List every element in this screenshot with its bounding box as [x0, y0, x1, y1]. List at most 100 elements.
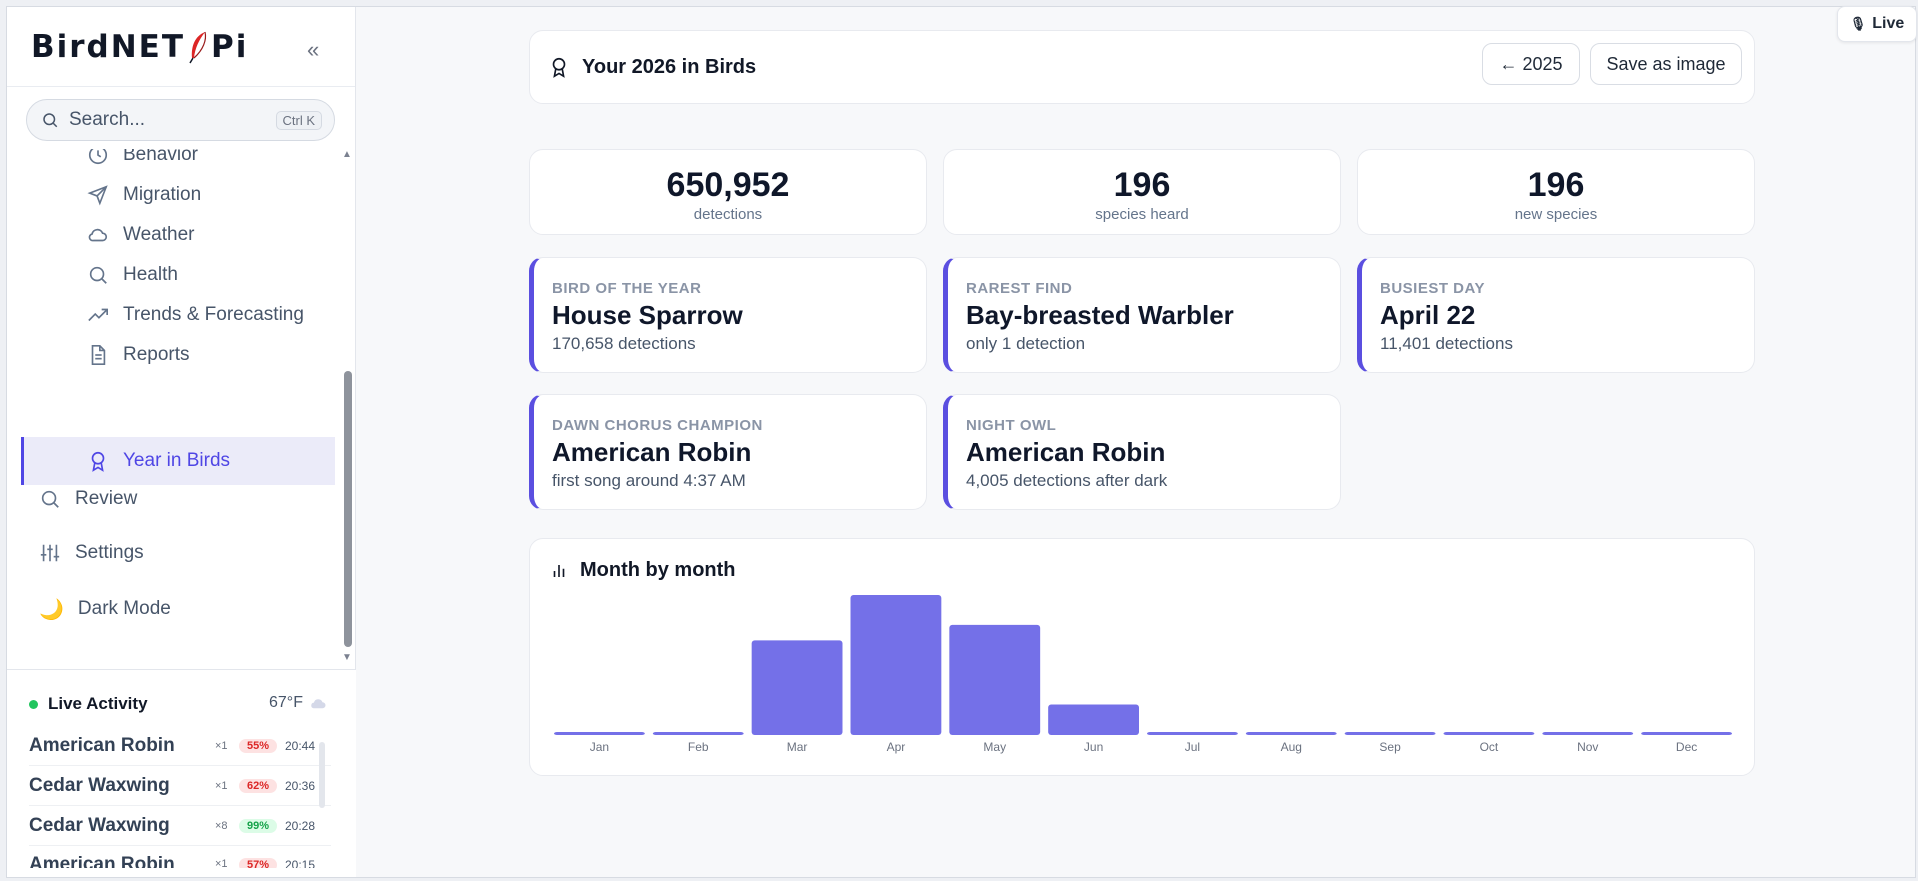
scroll-down-icon[interactable]: ▼ [342, 652, 352, 663]
tick-label-jul: Jul [1185, 740, 1200, 754]
highlight-caption: BIRD OF THE YEAR [552, 280, 702, 297]
activity-time: 20:36 [285, 778, 316, 793]
sidebar-item-label: Dark Mode [77, 598, 171, 619]
collapse-sidebar-button[interactable]: « [307, 37, 320, 62]
activity-species: Cedar Waxwing [29, 814, 170, 836]
moon-icon: 🌙 [39, 598, 64, 621]
sidebar-item-label: Behavior [123, 149, 198, 165]
confidence-badge: 57% [239, 858, 277, 868]
bar-jul[interactable] [1147, 732, 1238, 735]
bar-nov[interactable] [1542, 732, 1634, 735]
search-icon [43, 113, 58, 128]
sidebar-item-label: Weather [123, 224, 195, 245]
sidebar-item-label: Settings [75, 542, 144, 563]
activity-count: ×1 [215, 739, 228, 752]
live-status-dot [29, 699, 38, 709]
highlight-subtext: only 1 detection [966, 334, 1086, 353]
highlight-value: April 22 [1380, 300, 1476, 330]
sidebar-item-year-in-birds[interactable]: Year in Birds [21, 437, 335, 485]
live-activity-title: Live Activity [48, 694, 148, 713]
tick-label-oct: Oct [1480, 740, 1499, 754]
search-input[interactable] [69, 109, 269, 131]
sliders-icon [40, 544, 60, 562]
activity-species: Cedar Waxwing [29, 774, 170, 796]
bar-jun[interactable] [1048, 704, 1139, 735]
bar-aug[interactable] [1245, 732, 1337, 735]
main-content: Your 2026 in Birds ← 2025 Save as image … [356, 7, 1915, 877]
tick-label-dec: Dec [1676, 740, 1697, 754]
search-icon [41, 490, 59, 508]
sidebar-item-migration[interactable]: Migration [7, 171, 335, 219]
bar-apr[interactable] [850, 595, 942, 735]
bar-feb[interactable] [652, 732, 744, 735]
search-box[interactable]: Ctrl K [26, 99, 335, 141]
activity-item[interactable]: American Robin ×1 57% 20:15 [29, 846, 331, 868]
app-window: BirdNET Pi « Ctrl K Behavior Migr [6, 6, 1916, 878]
scrollbar-thumb[interactable] [344, 371, 352, 647]
sidebar-item-behavior[interactable]: Behavior [7, 149, 335, 179]
sidebar-item-health[interactable]: Health [7, 251, 335, 299]
stat-label: new species [1514, 206, 1598, 223]
sidebar-item-label: Reports [123, 344, 190, 365]
scrollbar-thumb[interactable] [319, 742, 325, 808]
bar-dec[interactable] [1641, 732, 1732, 735]
highlight-bird-of-the-year: BIRD OF THE YEAR House Sparrow 170,658 d… [529, 257, 927, 373]
tick-label-apr: Apr [887, 740, 906, 754]
sidebar-item-dark-mode[interactable]: 🌙 Dark Mode [7, 585, 335, 633]
stat-value: 196 [1113, 166, 1171, 204]
feather-icon [189, 31, 207, 63]
bar-jan[interactable] [554, 732, 645, 735]
highlight-night-owl: NIGHT OWL American Robin 4,005 detection… [943, 394, 1341, 510]
highlight-value: House Sparrow [552, 300, 743, 330]
sidebar-scrollbar[interactable]: ▲ ▼ [341, 149, 355, 663]
stat-card-detections: 650,952 detections [529, 149, 927, 235]
tick-label-nov: Nov [1577, 740, 1598, 754]
bar-oct[interactable] [1443, 732, 1535, 735]
save-as-image-button[interactable]: Save as image [1590, 43, 1742, 85]
activity-time: 20:44 [285, 738, 316, 753]
live-button[interactable]: 🎙 Live [1837, 6, 1917, 42]
sidebar-item-reports[interactable]: Reports [7, 331, 335, 379]
temperature-readout: 67°F [269, 694, 327, 712]
confidence-badge: 62% [239, 778, 277, 793]
brand-logo[interactable]: BirdNET Pi [7, 7, 355, 87]
sidebar-item-trends[interactable]: Trends & Forecasting [7, 291, 335, 339]
tick-label-mar: Mar [787, 740, 808, 754]
tick-label-feb: Feb [688, 740, 709, 754]
bar-sep[interactable] [1344, 732, 1436, 735]
stat-card-species-heard: 196 species heard [943, 149, 1341, 235]
sidebar-item-label: Year in Birds [123, 450, 231, 471]
activity-item[interactable]: American Robin ×1 55% 20:44 [29, 726, 331, 766]
sidebar-item-settings[interactable]: Settings [7, 529, 335, 577]
stat-value: 196 [1527, 166, 1585, 204]
document-icon [91, 345, 106, 365]
trending-up-icon [88, 308, 108, 322]
sidebar-item-review[interactable]: Review [7, 475, 335, 523]
highlight-caption: NIGHT OWL [966, 417, 1057, 434]
activity-species: American Robin [29, 734, 175, 756]
bar-may[interactable] [949, 624, 1041, 735]
scroll-up-icon[interactable]: ▲ [342, 149, 352, 160]
tick-label-jun: Jun [1084, 740, 1103, 754]
previous-year-button[interactable]: ← 2025 [1482, 43, 1580, 85]
highlight-rarest-find: RAREST FIND Bay-breasted Warbler only 1 … [943, 257, 1341, 373]
chart-title-text: Month by month [580, 559, 736, 581]
activity-count: ×1 [215, 858, 228, 868]
temperature-value: 67°F [269, 694, 303, 711]
activity-item[interactable]: Cedar Waxwing ×1 62% 20:36 [29, 766, 331, 806]
tick-label-sep: Sep [1379, 740, 1401, 754]
live-activity-scrollbar[interactable] [319, 732, 325, 852]
chart-title: Month by month [550, 559, 736, 582]
highlight-subtext: 170,658 detections [552, 334, 696, 353]
cloud-icon [311, 699, 326, 709]
stat-value: 650,952 [666, 166, 790, 204]
tick-label-jan: Jan [590, 740, 609, 754]
activity-item[interactable]: Cedar Waxwing ×8 99% 20:28 [29, 806, 331, 846]
stat-label: species heard [1095, 206, 1189, 223]
live-button-label: Live [1872, 15, 1905, 32]
highlight-value: American Robin [966, 437, 1166, 467]
page-title: Your 2026 in Birds [582, 55, 757, 78]
clock-icon [88, 149, 108, 165]
bar-mar[interactable] [751, 640, 843, 735]
sidebar-item-weather[interactable]: Weather [7, 211, 335, 259]
